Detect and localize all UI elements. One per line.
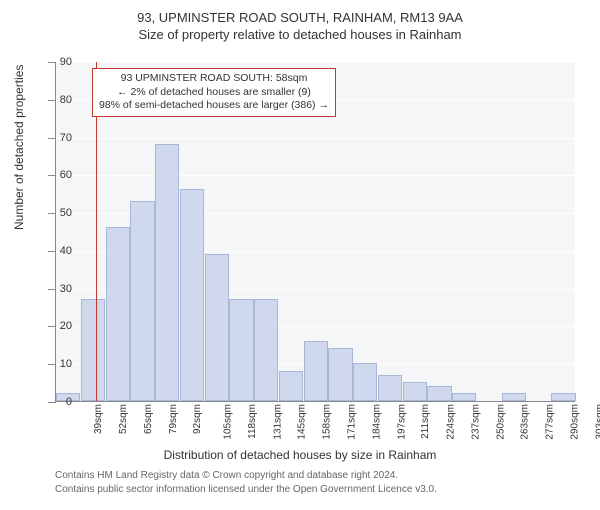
x-axis-label: Distribution of detached houses by size … — [0, 448, 600, 462]
y-tick — [48, 364, 56, 365]
annotation-line3: 98% of semi-detached houses are larger (… — [99, 99, 329, 113]
x-tick-label: 224sqm — [446, 404, 457, 440]
x-tick-label: 65sqm — [143, 404, 154, 434]
x-tick-label: 250sqm — [495, 404, 506, 440]
annotation-box: 93 UPMINSTER ROAD SOUTH: 58sqm ← 2% of d… — [92, 68, 336, 117]
x-tick-label: 171sqm — [347, 404, 358, 440]
y-tick — [48, 289, 56, 290]
y-tick-label: 10 — [60, 358, 72, 370]
histogram-bar — [427, 386, 451, 401]
footer-line1: Contains HM Land Registry data © Crown c… — [55, 470, 398, 481]
histogram-bar — [254, 299, 278, 401]
x-tick-label: 303sqm — [594, 404, 600, 440]
y-tick-label: 30 — [60, 283, 72, 295]
histogram-bar — [304, 341, 328, 401]
histogram-bar — [353, 363, 377, 401]
histogram-bar — [106, 227, 130, 401]
x-tick-label: 290sqm — [569, 404, 580, 440]
histogram-bar — [180, 189, 204, 401]
annotation-line1: 93 UPMINSTER ROAD SOUTH: 58sqm — [99, 72, 329, 86]
y-tick — [48, 213, 56, 214]
y-tick-label: 20 — [60, 320, 72, 332]
footer-line2: Contains public sector information licen… — [55, 484, 437, 495]
chart-title-line1: 93, UPMINSTER ROAD SOUTH, RAINHAM, RM13 … — [0, 10, 600, 25]
histogram-bar — [403, 382, 427, 401]
y-tick-label: 50 — [60, 207, 72, 219]
y-tick-label: 40 — [60, 245, 72, 257]
y-tick — [48, 326, 56, 327]
grid-line — [56, 138, 575, 139]
histogram-bar — [155, 144, 179, 401]
x-tick-label: 92sqm — [192, 404, 203, 434]
x-tick-label: 277sqm — [545, 404, 556, 440]
x-tick-label: 263sqm — [520, 404, 531, 440]
x-tick-label: 184sqm — [371, 404, 382, 440]
x-tick-label: 197sqm — [396, 404, 407, 440]
histogram-bar — [378, 375, 402, 401]
histogram-bar — [328, 348, 352, 401]
x-tick-label: 118sqm — [247, 404, 258, 439]
x-tick-label: 211sqm — [420, 404, 431, 439]
grid-line — [56, 62, 575, 63]
x-tick-label: 131sqm — [272, 404, 283, 440]
x-tick-label: 237sqm — [470, 404, 481, 440]
y-tick — [48, 175, 56, 176]
x-tick-label: 79sqm — [168, 404, 179, 434]
x-tick-label: 52sqm — [118, 404, 129, 434]
histogram-bar — [502, 393, 526, 401]
grid-line — [56, 175, 575, 176]
histogram-bar — [279, 371, 303, 401]
plot-area: 93 UPMINSTER ROAD SOUTH: 58sqm ← 2% of d… — [55, 62, 575, 402]
y-tick — [48, 251, 56, 252]
histogram-bar — [452, 393, 476, 401]
x-tick-label: 39sqm — [93, 404, 104, 434]
y-tick — [48, 62, 56, 63]
y-tick — [48, 100, 56, 101]
histogram-bar — [130, 201, 154, 401]
y-tick — [48, 138, 56, 139]
grid-line — [56, 402, 575, 403]
y-tick-label: 80 — [60, 94, 72, 106]
y-tick — [48, 402, 56, 403]
chart-title-line2: Size of property relative to detached ho… — [0, 27, 600, 42]
y-axis-label: Number of detached properties — [12, 65, 26, 230]
histogram-bar — [205, 254, 229, 401]
histogram-bar — [81, 299, 105, 401]
y-tick-label: 90 — [60, 56, 72, 68]
annotation-line2: ← 2% of detached houses are smaller (9) — [99, 86, 329, 100]
histogram-bar — [551, 393, 575, 401]
y-tick-label: 70 — [60, 132, 72, 144]
x-tick-label: 158sqm — [322, 404, 333, 440]
histogram-chart: 93, UPMINSTER ROAD SOUTH, RAINHAM, RM13 … — [0, 10, 600, 510]
x-tick-label: 105sqm — [223, 404, 234, 440]
histogram-bar — [229, 299, 253, 401]
y-tick-label: 0 — [66, 396, 72, 408]
y-tick-label: 60 — [60, 169, 72, 181]
x-tick-label: 145sqm — [297, 404, 308, 440]
